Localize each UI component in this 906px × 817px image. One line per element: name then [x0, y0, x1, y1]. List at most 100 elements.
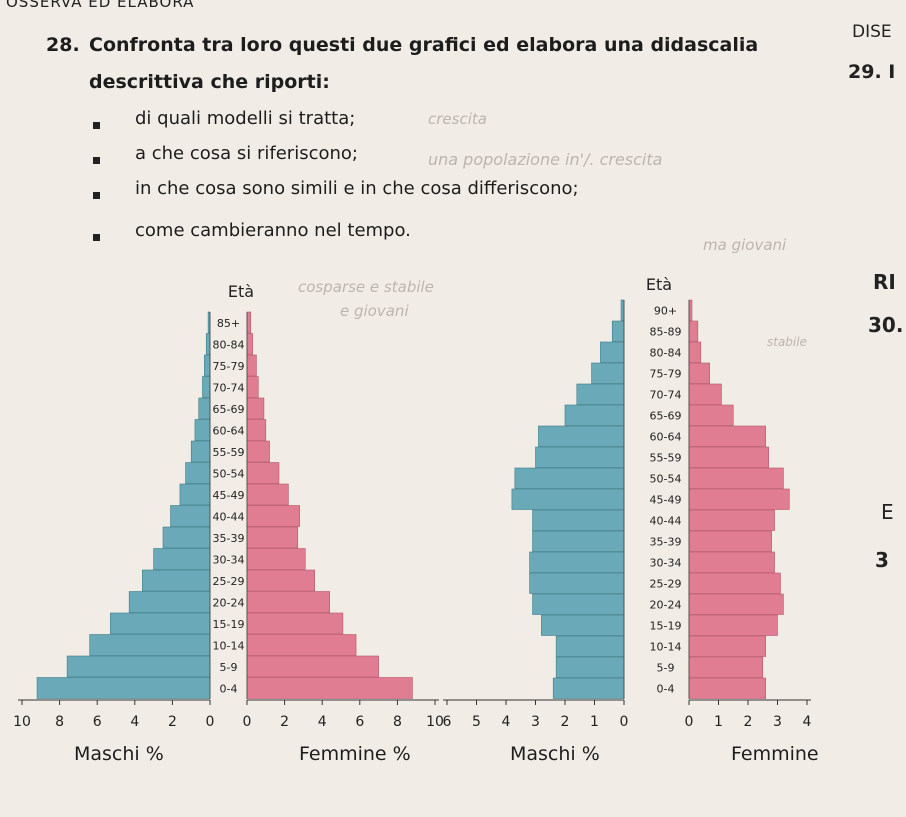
bar-male	[620, 299, 625, 321]
x-axis-label-males-left: Maschi %	[74, 743, 164, 765]
bar-female	[688, 572, 781, 594]
bar-female	[246, 634, 357, 656]
bar-female	[688, 614, 778, 636]
bar-male	[541, 614, 625, 636]
handwritten-note: una popolazione in'/. crescita	[428, 150, 663, 169]
x-tick-label-female: 3	[773, 714, 782, 730]
bar-female	[246, 462, 280, 484]
x-axis-label-females-left: Femmine %	[299, 743, 411, 765]
x-tick-label-male: 3	[531, 714, 540, 730]
age-group-label: 40-44	[650, 515, 682, 528]
bar-female	[688, 425, 766, 447]
bar-female	[246, 333, 253, 355]
x-tick-label-male: 0	[206, 714, 215, 730]
age-group-label: 20-24	[650, 599, 682, 612]
bar-female	[246, 505, 300, 527]
bar-male	[576, 383, 625, 405]
age-group-label: 85-89	[650, 326, 682, 339]
x-axis-label-males-right: Maschi %	[510, 743, 600, 765]
x-axis-label-females-right: Femmine	[731, 743, 819, 765]
x-tick-label-female: 2	[280, 714, 289, 730]
bar-male	[205, 333, 211, 355]
age-group-label: 45-49	[213, 489, 245, 502]
x-tick-label-male: 5	[472, 714, 481, 730]
bar-female	[688, 446, 769, 468]
bar-male	[36, 677, 211, 699]
x-tick-label-male: 1	[590, 714, 599, 730]
age-group-label: 25-29	[650, 578, 682, 591]
bar-female	[246, 376, 259, 398]
bar-female	[688, 530, 772, 552]
age-group-label: 25-29	[213, 575, 245, 588]
bar-male	[204, 354, 211, 377]
question-number: 28.	[46, 34, 80, 56]
bar-female	[246, 419, 267, 441]
bar-female	[688, 404, 734, 426]
bar-female	[688, 656, 764, 678]
bar-male	[142, 569, 211, 592]
bar-female	[246, 311, 252, 334]
age-group-label: 65-69	[650, 410, 682, 423]
x-tick-label-male: 6	[93, 714, 102, 730]
question-text-line2: descrittiva che riporti:	[89, 71, 330, 93]
age-group-label: 75-79	[213, 360, 245, 373]
bullet-text: di quali modelli si tratta;	[135, 108, 356, 129]
age-group-label: 55-59	[213, 446, 245, 459]
age-group-label: 40-44	[213, 510, 245, 523]
bar-male	[198, 397, 211, 420]
bar-male	[89, 634, 211, 656]
x-tick-label-female: 4	[803, 714, 812, 730]
bar-male	[529, 551, 625, 573]
age-group-label: 15-19	[213, 618, 245, 631]
bar-male	[532, 530, 625, 552]
age-group-label: 50-54	[213, 467, 245, 480]
bar-male	[611, 320, 625, 342]
age-group-label: 85+	[217, 317, 240, 330]
bar-female	[688, 383, 722, 405]
age-group-label: 35-39	[650, 536, 682, 549]
age-group-label: 80-84	[213, 338, 245, 351]
x-tick-label-male: 10	[13, 714, 31, 730]
age-group-label: 10-14	[650, 641, 682, 654]
age-group-label: 90+	[654, 305, 677, 318]
age-group-label: 70-74	[213, 381, 245, 394]
bar-female	[246, 440, 270, 463]
side-question-29: 29. I	[848, 61, 896, 83]
bar-female	[688, 362, 710, 384]
bar-female	[246, 548, 306, 570]
bar-female	[688, 551, 775, 573]
section-header: OSSERVA ED ELABORA	[6, 0, 195, 11]
handwritten-note: crescita	[428, 110, 487, 128]
handwritten-note: stabile	[767, 335, 807, 349]
age-group-label: 30-34	[213, 553, 245, 566]
bar-male	[110, 612, 211, 635]
bar-female	[246, 354, 257, 377]
bar-female	[688, 299, 693, 321]
bar-male	[194, 419, 211, 441]
bar-female	[246, 483, 289, 506]
age-group-label: 60-64	[650, 431, 682, 444]
bar-female	[246, 655, 379, 678]
age-group-label: 75-79	[650, 368, 682, 381]
age-group-label: 55-59	[650, 452, 682, 465]
age-axis-title: Età	[228, 282, 254, 301]
bar-male	[532, 509, 625, 531]
age-group-label: 10-14	[213, 639, 245, 652]
bar-female	[688, 635, 766, 657]
bar-female	[688, 677, 766, 699]
bar-female	[688, 320, 699, 342]
bullet-marker	[93, 157, 100, 164]
age-axis-title: Età	[646, 275, 672, 294]
handwritten-note: cosparse e stabile	[298, 278, 434, 296]
bullet-text: come cambieranno nel tempo.	[135, 220, 411, 241]
handwritten-note: e giovani	[340, 302, 409, 320]
bar-male	[170, 505, 211, 527]
x-tick-label-female: 2	[744, 714, 753, 730]
bar-male	[555, 656, 625, 678]
bar-male	[555, 635, 625, 657]
x-tick-label-male: 2	[561, 714, 570, 730]
age-group-label: 60-64	[213, 424, 245, 437]
age-group-label: 35-39	[213, 532, 245, 545]
x-tick-label-male: 2	[168, 714, 177, 730]
